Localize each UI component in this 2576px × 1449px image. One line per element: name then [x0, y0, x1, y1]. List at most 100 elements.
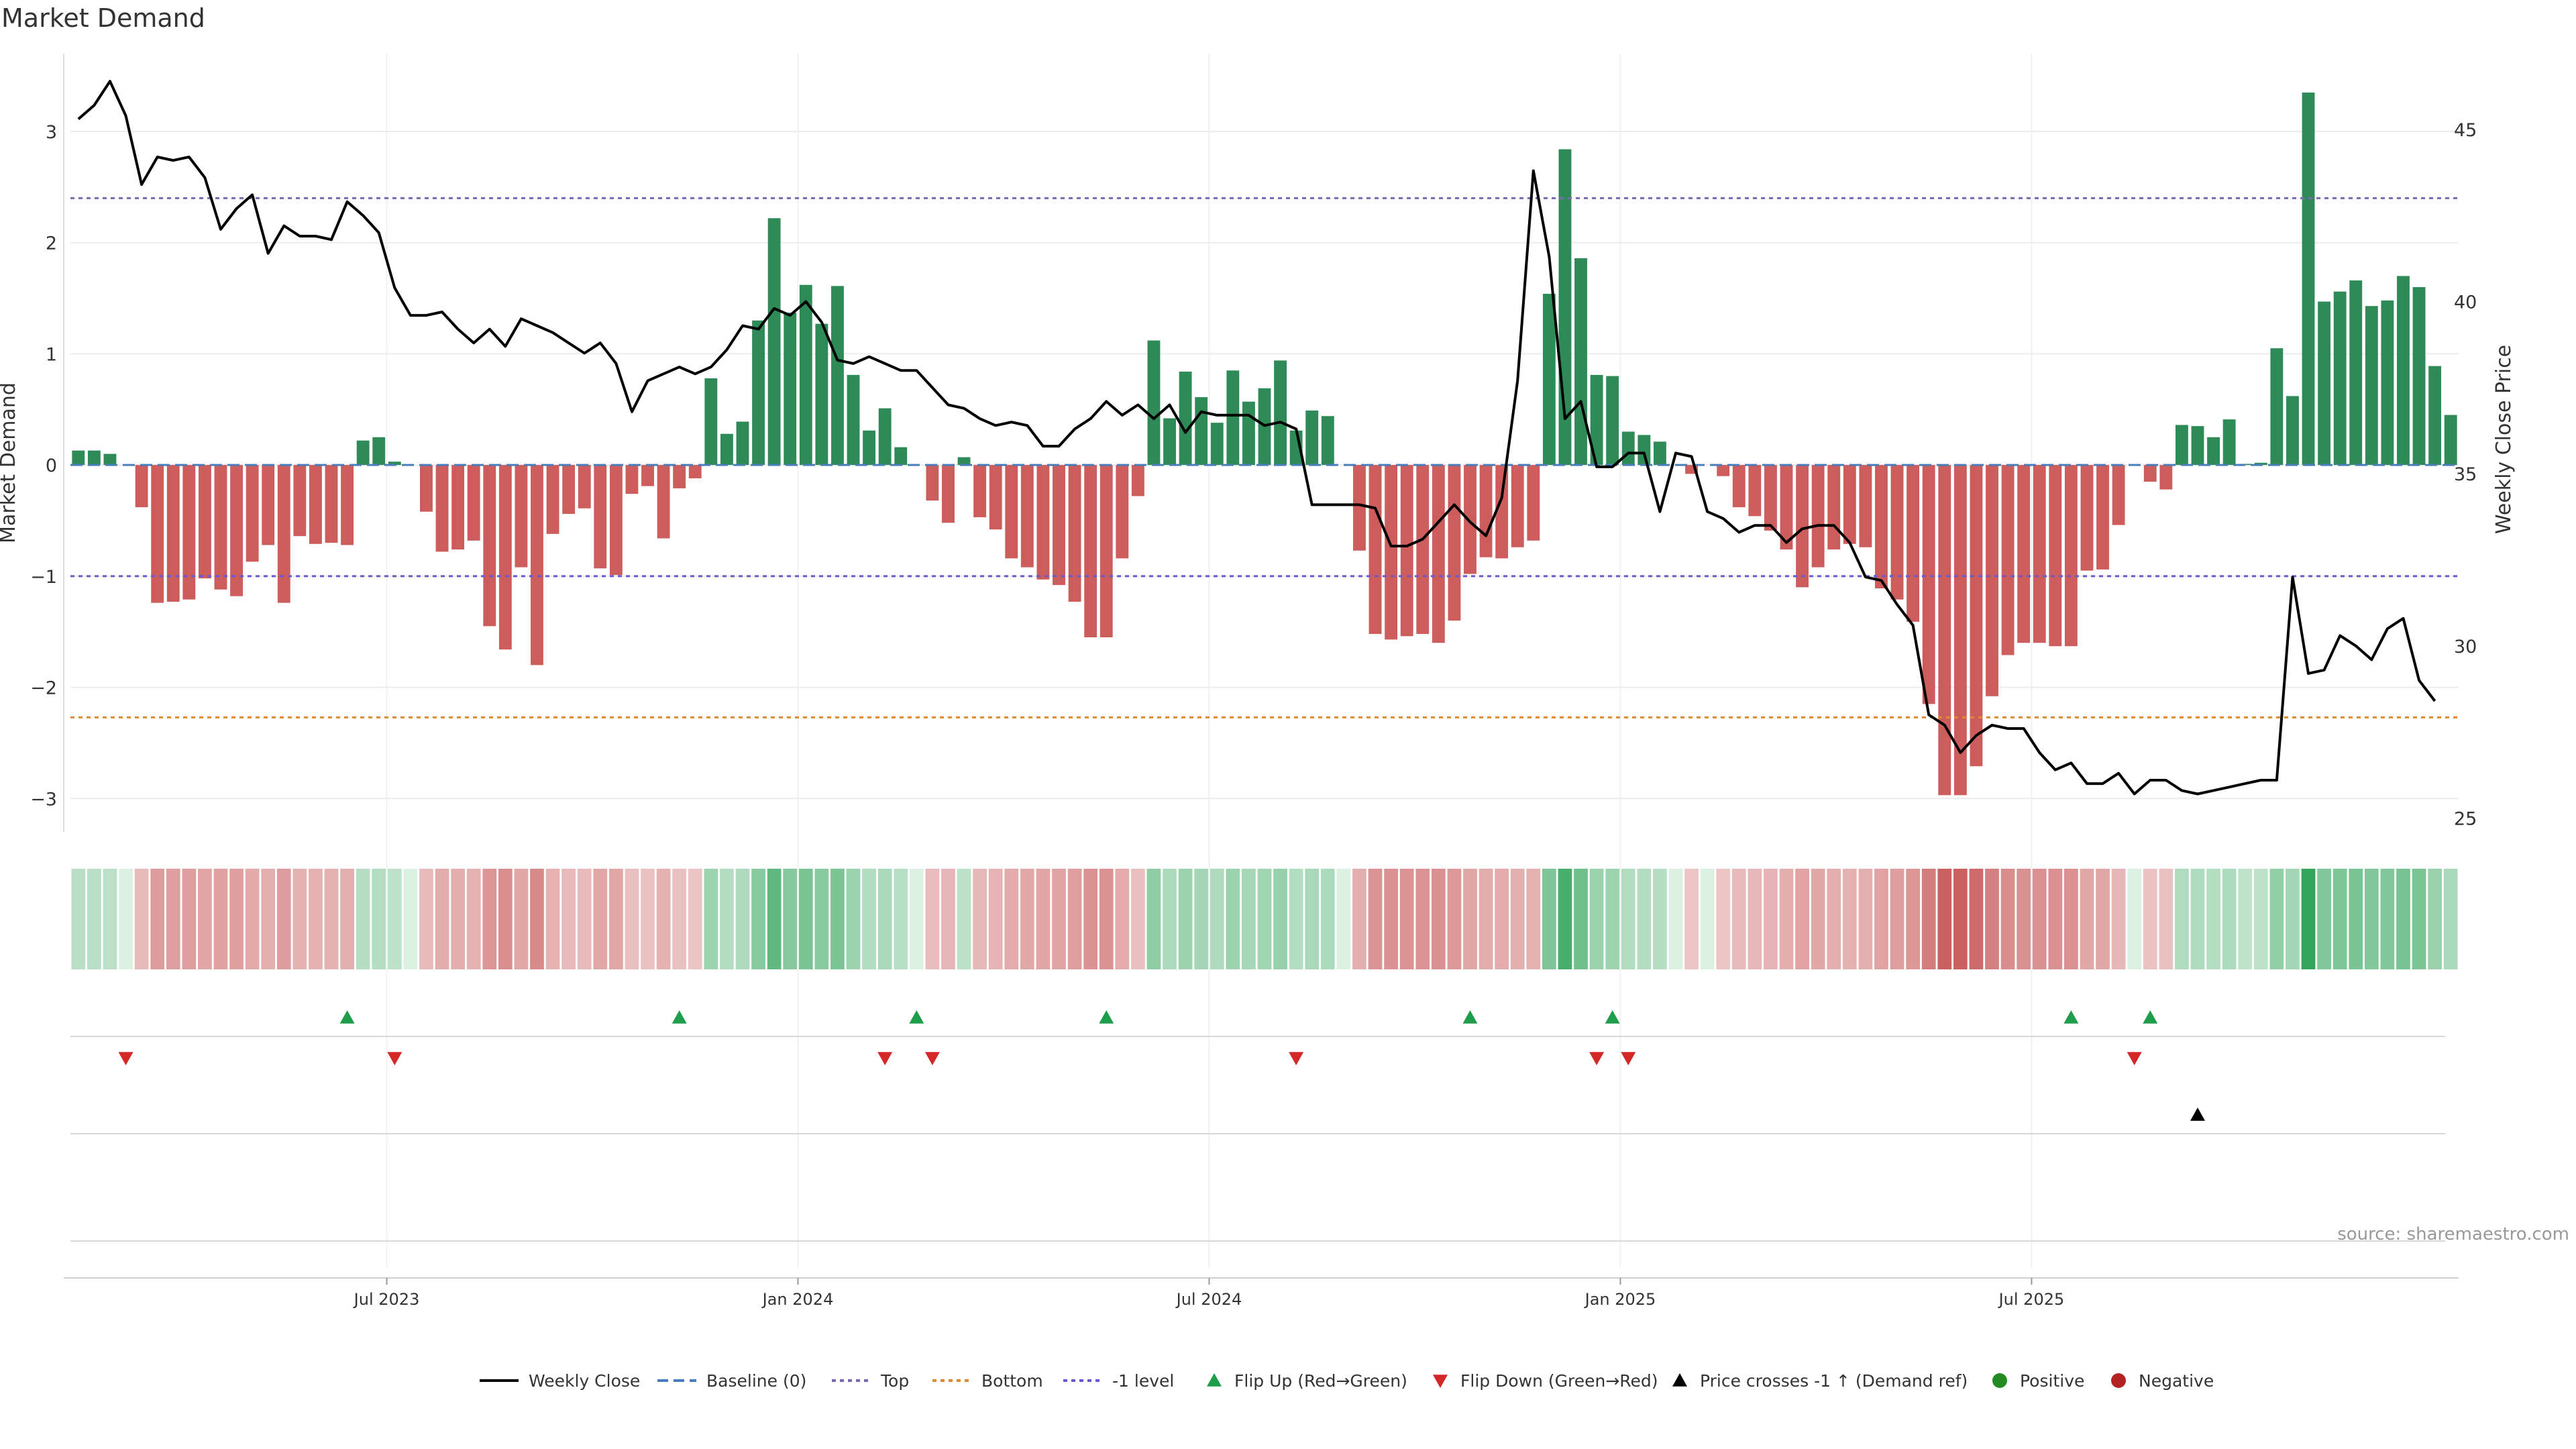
demand-bar: [2381, 300, 2394, 466]
right-tick-label: 25: [2454, 808, 2477, 829]
demand-bar: [2333, 291, 2347, 466]
heat-cell: [973, 869, 987, 969]
demand-bar: [1084, 465, 1097, 637]
heat-cell: [87, 869, 101, 969]
heat-cell: [2127, 869, 2142, 969]
heat-cell: [672, 869, 687, 969]
heat-cell: [403, 869, 418, 969]
demand-bar: [815, 323, 828, 466]
demand-bar: [2318, 301, 2331, 466]
right-tick-label: 45: [2454, 120, 2477, 141]
heat-cell: [1415, 869, 1430, 969]
heat-cell: [435, 869, 449, 969]
heat-cell: [1226, 869, 1240, 969]
flip-down-marker: [1589, 1052, 1605, 1065]
heat-cell: [2364, 869, 2379, 969]
demand-bar: [2033, 465, 2046, 643]
reference-lines: [70, 197, 2459, 718]
left-tick-label: −3: [30, 789, 57, 810]
demand-bar: [1796, 465, 1809, 588]
heat-cell: [783, 869, 798, 969]
heat-cell: [1447, 869, 1462, 969]
demand-bar: [372, 437, 386, 466]
heat-cell: [2000, 869, 2015, 969]
demand-bar: [2412, 287, 2426, 466]
demand-bar: [1527, 465, 1540, 541]
heat-cell: [1779, 869, 1794, 969]
demand-bars: [72, 93, 2457, 796]
demand-bar: [1953, 465, 1967, 796]
heat-cell: [925, 869, 940, 969]
heat-cell: [2064, 869, 2078, 969]
gridlines: [70, 54, 2459, 1268]
demand-bar: [498, 465, 512, 650]
demand-bar: [1495, 465, 1509, 559]
demand-bar: [1574, 258, 1587, 466]
heat-cell: [150, 869, 165, 969]
left-tick-label: 0: [46, 455, 57, 476]
heat-cell: [704, 869, 718, 969]
weekly-close-line: [77, 80, 2436, 796]
demand-bar: [2286, 396, 2299, 466]
demand-bar: [135, 465, 148, 508]
legend-label-minus1: -1 level: [1112, 1371, 1174, 1391]
flip-down-marker: [118, 1052, 133, 1065]
demand-bar: [341, 465, 354, 545]
demand-bar: [198, 465, 211, 579]
flip-down-marker: [877, 1052, 893, 1065]
heat-cell: [1305, 869, 1320, 969]
heat-cell: [2269, 869, 2284, 969]
heat-cell: [1479, 869, 1493, 969]
demand-bar: [1242, 401, 1255, 466]
heat-cell: [1542, 869, 1556, 969]
demand-bar: [752, 320, 765, 466]
heat-cell: [356, 869, 370, 969]
heat-cell: [1320, 869, 1335, 969]
legend-label-flip_down: Flip Down (Green→Red): [1460, 1371, 1658, 1391]
legend-label-bottom: Bottom: [981, 1371, 1043, 1391]
flip-up-marker: [1462, 1010, 1478, 1024]
heat-cell: [1621, 869, 1635, 969]
demand-bar: [1907, 465, 1920, 622]
flip-up-marker: [2143, 1010, 2158, 1024]
heat-cell: [1020, 869, 1034, 969]
demand-bar: [1590, 374, 1603, 466]
x-tick-label: Jul 2025: [1998, 1290, 2065, 1309]
heat-cell: [1495, 869, 1509, 969]
demand-bar: [942, 465, 955, 523]
legend-negative-dot: [2111, 1373, 2126, 1388]
demand-bar: [1606, 376, 1619, 466]
heat-cell: [1352, 869, 1366, 969]
heat-cell: [1399, 869, 1414, 969]
heat-cell: [988, 869, 1003, 969]
heat-cell: [2175, 869, 2189, 969]
demand-bar: [1305, 410, 1319, 466]
heat-cell: [1004, 869, 1019, 969]
demand-bar: [2001, 465, 2015, 655]
demand-bar: [957, 457, 971, 466]
heat-cell: [1969, 869, 1984, 969]
flip-up-marker: [1605, 1010, 1620, 1024]
heat-cell: [1463, 869, 1477, 969]
demand-bar: [562, 465, 576, 515]
heat-cell: [498, 869, 513, 969]
heat-cell: [2048, 869, 2063, 969]
heat-cell: [1748, 869, 1762, 969]
demand-bar: [1780, 465, 1793, 550]
heat-cell: [1289, 869, 1303, 969]
demand-bar: [1922, 465, 1935, 704]
heat-cell: [1668, 869, 1683, 969]
price-cross-marker: [2190, 1108, 2205, 1121]
demand-bar: [2349, 280, 2363, 466]
legend-label-weekly_close: Weekly Close: [529, 1371, 640, 1391]
heat-cell: [846, 869, 861, 969]
axes: 3 2 1 0 −1 −2 −3 45 40 35 30 25 Jul 2023 Jan 2024 Jul …: [30, 54, 2477, 1309]
heat-cell: [593, 869, 608, 969]
heat-cell: [814, 869, 829, 969]
demand-bar: [863, 430, 876, 466]
demand-bar: [1827, 465, 1841, 550]
heat-cell: [482, 869, 497, 969]
demand-bar: [2365, 306, 2378, 466]
left-axis-label: Market Demand: [0, 382, 20, 543]
heat-cell: [372, 869, 386, 969]
